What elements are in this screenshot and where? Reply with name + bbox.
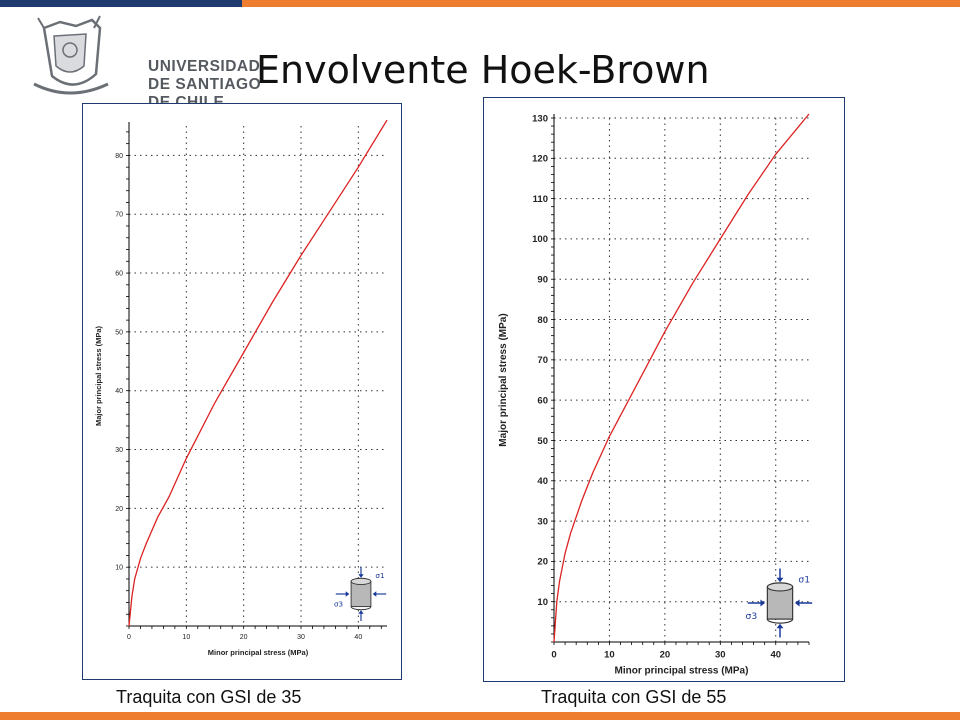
cylinder-body [766,586,794,620]
x-tick-label: 30 [297,634,305,641]
x-tick-label: 40 [354,634,362,641]
cylinder-body [350,580,372,608]
y-tick-label: 50 [115,329,123,336]
university-crest-icon [33,15,109,95]
arrowhead [776,623,784,629]
y-tick-label: 40 [537,476,548,487]
page-title: Envolvente Hoek-Brown [256,48,710,92]
y-tick-label: 10 [115,565,123,572]
cylinder-bottom [766,618,794,624]
y-tick-label: 70 [115,212,123,219]
arrowhead [776,577,784,583]
y-tick-label: 60 [115,271,123,278]
top-accent-orange [242,0,960,7]
y-tick-label: 40 [115,388,123,395]
sigma3-label: σ3 [334,600,343,609]
y-tick-label: 70 [537,355,548,366]
y-axis-label: Major principal stress (MPa) [94,325,103,426]
x-tick-label: 30 [715,650,726,661]
sigma3-label: σ3 [746,611,758,622]
y-tick-label: 80 [115,153,123,160]
series-line [553,113,810,643]
bottom-accent-bar [0,712,960,720]
y-tick-label: 80 [537,315,548,326]
triaxial-cylinder-icon: σ1 σ3 [746,568,813,638]
logo-line-1: UNIVERSIDAD [148,58,261,75]
hoek-brown-chart-gsi-55: 10 20 30 40 50 60 70 80 90 100 110 120 130 0 10 20 30 40 M… [498,113,813,677]
y-tick-label: 30 [115,447,123,454]
x-tick-label: 0 [127,634,131,641]
caption-gsi-55: Traquita con GSI de 55 [541,687,727,707]
y-axis-label: Major principal stress (MPa) [498,313,509,446]
series-line [128,119,388,627]
x-axis-label: Minor principal stress (MPa) [208,648,309,657]
y-tick-label: 90 [537,275,548,286]
cylinder-top [766,582,794,592]
y-tick-label: 30 [537,516,548,527]
x-tick-label: 20 [240,634,248,641]
logo-line-2: DE SANTIAGO [148,76,262,93]
y-tick-label: 50 [537,436,548,447]
caption-gsi-35: Traquita con GSI de 35 [116,687,302,707]
y-tick-label: 20 [115,506,123,513]
sigma1-label: σ1 [375,571,384,580]
x-tick-label: 10 [604,650,615,661]
cylinder-bottom [350,606,372,611]
y-tick-label: 130 [532,113,548,124]
y-tick-label: 20 [537,557,548,568]
x-tick-label: 40 [770,650,781,661]
chart-panel-gsi-55: 10 20 30 40 50 60 70 80 90 100 110 120 130 0 10 20 30 40 M… [483,97,845,682]
x-tick-label: 0 [551,650,556,661]
x-tick-label: 10 [182,634,190,641]
university-logo: UNIVERSIDAD DE SANTIAGO DE CHILE [30,14,270,111]
y-tick-label: 110 [533,194,548,205]
y-tick-label: 120 [532,154,548,165]
cylinder-top [350,577,372,585]
arrowhead [345,591,350,597]
hoek-brown-chart-gsi-35: 10 20 30 40 50 60 70 80 0 10 20 30 40 Minor principal… [94,119,388,657]
sigma1-label: σ1 [798,574,810,585]
arrowhead [358,610,364,614]
arrowhead [794,599,800,607]
arrowhead [372,591,377,597]
y-tick-label: 10 [537,597,548,608]
y-tick-label: 60 [537,395,548,406]
top-accent-blue [0,0,242,7]
chart-panel-gsi-35: 10 20 30 40 50 60 70 80 0 10 20 30 40 Minor principal… [82,103,402,680]
triaxial-cylinder-icon: σ1 σ3 [334,566,387,622]
top-accent-bar [0,0,960,7]
arrowhead [358,574,364,578]
y-tick-label: 100 [532,234,548,245]
x-axis-label: Minor principal stress (MPa) [615,666,749,677]
arrowhead [760,599,766,607]
x-tick-label: 20 [660,650,671,661]
